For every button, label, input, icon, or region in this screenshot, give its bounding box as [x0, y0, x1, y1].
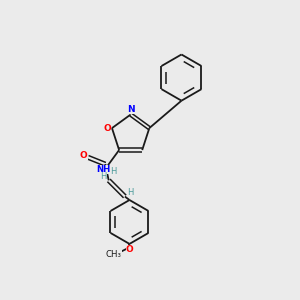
Text: H: H — [100, 172, 107, 181]
Text: CH₃: CH₃ — [106, 250, 122, 259]
Text: H: H — [127, 188, 133, 197]
Text: O: O — [80, 151, 88, 160]
Text: N: N — [127, 105, 134, 114]
Text: H: H — [111, 167, 117, 176]
Text: O: O — [126, 245, 134, 254]
Text: NH: NH — [97, 165, 111, 174]
Text: O: O — [103, 124, 111, 133]
